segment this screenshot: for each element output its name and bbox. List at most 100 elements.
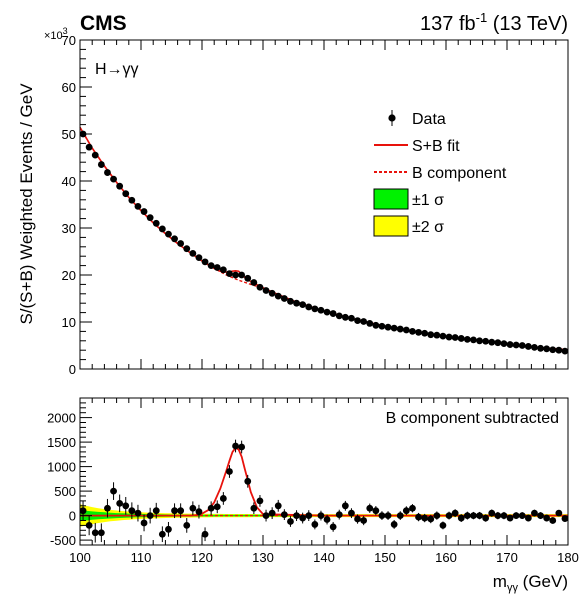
bottom-data-point [341, 502, 349, 510]
bottom-data-point [171, 507, 178, 515]
top-data-point [518, 342, 526, 349]
top-sb-fit-line [79, 126, 569, 351]
bottom-data-point [317, 512, 325, 519]
bottom-data-point [537, 512, 544, 519]
lumi-exponent: -1 [476, 10, 488, 25]
bottom-data-point [201, 530, 209, 538]
bottom-data-point [244, 477, 252, 485]
bottom-data-point [250, 504, 258, 512]
top-data-point [457, 335, 465, 342]
top-data-point [488, 338, 496, 346]
top-data-point [152, 219, 160, 227]
bottom-data-point [531, 509, 538, 517]
bottom-data-point [122, 502, 130, 510]
bottom-data-point [549, 517, 557, 524]
x-label-sub: γγ [507, 582, 519, 594]
bottom-data-point [372, 507, 380, 515]
top-b-component-line [79, 127, 569, 351]
top-data-point [409, 328, 416, 335]
bottom-data-point [360, 517, 368, 524]
top-data-point [317, 306, 325, 314]
bottom-y-tick-label: 500 [54, 484, 76, 499]
bottom-y-tick-label: 0 [69, 509, 76, 524]
bottom-fit-curves [80, 446, 568, 517]
bottom-sb-fit-line [80, 446, 568, 517]
bottom-data-point [104, 504, 111, 512]
bottom-x-tick-label: 180 [557, 550, 579, 565]
top-data-point [104, 169, 111, 176]
top-y-tick-label: 40 [62, 174, 76, 189]
bottom-data-point [189, 504, 197, 512]
bottom-data-point [457, 514, 465, 522]
y-multiplier: ×103 [44, 26, 68, 42]
legend-label: ±1 σ [412, 192, 444, 209]
bottom-data-point [274, 502, 282, 510]
bottom-y-tick-label: -500 [50, 533, 76, 548]
bottom-data-points [79, 439, 569, 543]
bottom-data-point [451, 509, 459, 517]
top-data-point [134, 202, 142, 210]
top-axis-ticks: 0 10 20 30 40 50 60 70 [62, 33, 569, 377]
bottom-data-point [110, 487, 117, 495]
bottom-data-point [470, 512, 477, 519]
top-data-point [268, 289, 276, 297]
top-frame [79, 39, 569, 370]
top-y-tick-label: 10 [62, 315, 76, 330]
bottom-data-point [140, 519, 148, 527]
x-axis-label: mγγ (GeV) [493, 572, 568, 594]
top-data-point [201, 258, 209, 266]
top-data-point [402, 326, 410, 334]
top-data-point [555, 346, 563, 354]
energy-label: (13 TeV) [487, 13, 568, 35]
top-data-point [299, 301, 307, 309]
top-y-tick-label: 30 [62, 221, 76, 236]
bottom-panel: -500 0 500 1000 1500 2000 100 110 120 130 140 150 16… [47, 397, 579, 594]
top-data-point [524, 343, 532, 350]
bottom-data-point [488, 509, 496, 517]
top-y-tick-label: 70 [62, 33, 76, 48]
bottom-y-tick-label: 1000 [47, 460, 76, 475]
top-data-point [549, 346, 557, 354]
top-data-point [146, 214, 154, 222]
top-data-point [238, 271, 246, 279]
legend-label: ±2 σ [412, 219, 444, 236]
legend-entry: B component [374, 165, 507, 182]
bottom-data-point [402, 507, 410, 515]
top-data-point [256, 283, 264, 291]
legend-label: S+B fit [412, 138, 460, 155]
top-data-point [91, 151, 99, 159]
top-data-point [506, 341, 514, 348]
bottom-y-tick-label: 1500 [47, 435, 76, 450]
bottom-data-point [366, 504, 374, 512]
bottom-data-point [506, 514, 514, 522]
bottom-data-point [421, 514, 429, 522]
top-data-point [433, 331, 441, 339]
bottom-data-point [439, 522, 447, 529]
top-data-point [140, 208, 148, 215]
bottom-data-point [433, 512, 441, 519]
top-data-point [219, 266, 227, 274]
top-data-point [396, 325, 404, 333]
top-data-point [512, 341, 520, 349]
bottom-data-point [287, 518, 294, 525]
bottom-x-tick-label: 120 [191, 550, 213, 565]
top-data-point [305, 303, 313, 311]
top-y-tick-label: 60 [62, 80, 76, 95]
top-data-point [171, 235, 178, 243]
top-data-point [323, 308, 331, 316]
top-data-point [116, 182, 124, 190]
top-data-point [445, 333, 453, 341]
top-data-point [427, 331, 435, 339]
bottom-data-point [561, 515, 569, 522]
bottom-data-point [335, 511, 343, 519]
bottom-data-point [445, 512, 453, 519]
bottom-data-point [128, 507, 136, 515]
bottom-x-tick-label: 110 [131, 550, 152, 565]
luminosity-label: 137 fb-1 (13 TeV) [420, 10, 568, 35]
top-data-point [378, 322, 386, 330]
legend-label: B component [412, 165, 507, 182]
top-data-point [494, 339, 502, 347]
bottom-data-point [396, 512, 404, 519]
top-data-point [439, 332, 447, 340]
